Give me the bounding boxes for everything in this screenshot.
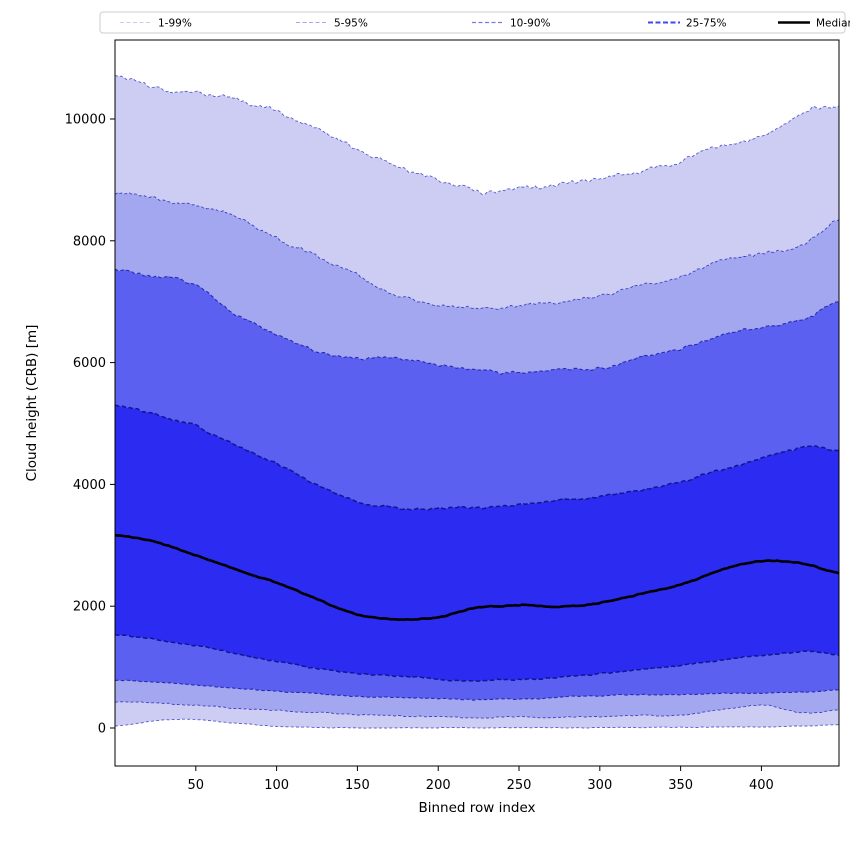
edge-p25-line	[115, 633, 839, 682]
x-tick-label: 350	[668, 778, 693, 793]
edge-p90-line	[115, 268, 839, 375]
x-tick-label: 100	[264, 778, 289, 793]
y-tick-label: 10000	[65, 112, 106, 127]
y-tick-label: 4000	[73, 478, 106, 493]
median-line	[115, 534, 839, 621]
edge-p1-line	[115, 718, 839, 729]
x-tick-label: 200	[426, 778, 451, 793]
x-tick-label: 400	[749, 778, 774, 793]
legend-label: 5-95%	[334, 18, 368, 30]
edge-p75-line	[115, 404, 839, 511]
y-tick-label: 2000	[73, 600, 106, 615]
plot-area	[115, 74, 839, 729]
x-axis-label: Binned row index	[418, 800, 535, 816]
x-tick-label: 150	[345, 778, 370, 793]
legend-label: 1-99%	[158, 18, 192, 30]
legend-label: Median	[816, 18, 850, 30]
edge-p5-line	[115, 701, 839, 719]
y-tick-label: 6000	[73, 356, 106, 371]
x-tick-label: 300	[587, 778, 612, 793]
legend: 1-99% 5-95% 10-90% 25-75% Median	[99, 11, 850, 34]
axis-ticks: 50 100 150 200 250 300 350 40002000400060008000…	[65, 112, 774, 793]
x-tick-label: 250	[507, 778, 532, 793]
y-tick-label: 0	[98, 721, 106, 736]
edge-p95-line	[115, 191, 839, 310]
edge-p10-line	[115, 679, 839, 701]
y-tick-label: 8000	[73, 234, 106, 249]
y-axis-label: Cloud height (CRB) [m]	[24, 325, 40, 482]
axes-frame	[114, 39, 840, 767]
edge-p99-line	[115, 74, 839, 196]
legend-label: 10-90%	[510, 18, 551, 30]
legend-label: 25-75%	[686, 18, 727, 30]
x-tick-label: 50	[188, 778, 205, 793]
